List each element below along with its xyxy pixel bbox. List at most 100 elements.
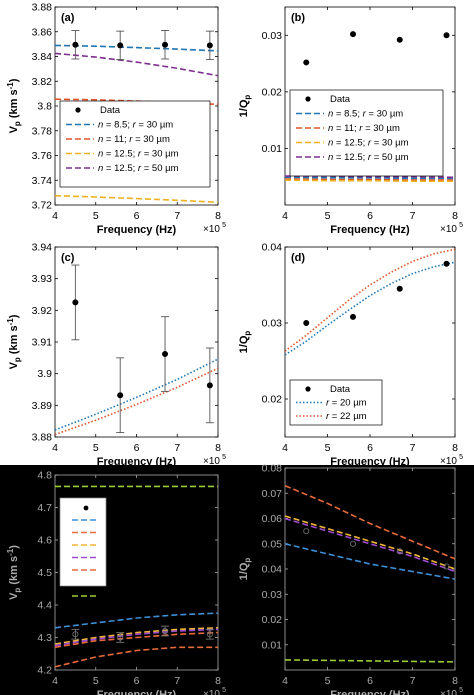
series-group bbox=[285, 248, 455, 356]
y-tick-label: 0.08 bbox=[262, 463, 283, 475]
legend-label: n = 8.5; r = 30 µm bbox=[328, 109, 403, 120]
y-tick-label: 4.2 bbox=[37, 665, 52, 677]
x-tick-label: 4 bbox=[282, 442, 288, 454]
data-point bbox=[443, 563, 450, 570]
data-point bbox=[117, 634, 124, 641]
data-point bbox=[303, 319, 310, 326]
x-tick-label: 6 bbox=[134, 442, 140, 454]
series-line bbox=[285, 517, 455, 573]
x-tick-label: 6 bbox=[367, 442, 373, 454]
data-point bbox=[162, 628, 169, 635]
legend-label: n = 8.5; r = 30 µm bbox=[98, 120, 173, 131]
data-point bbox=[303, 59, 310, 66]
x-axis-label: Frequency (Hz) bbox=[330, 456, 410, 468]
y-tick-label: 0.03 bbox=[262, 318, 283, 330]
x-tick-label: 5 bbox=[93, 210, 99, 222]
legend-box bbox=[59, 497, 107, 587]
x-exponent-power: 5 bbox=[222, 454, 226, 461]
x-tick-label: 5 bbox=[93, 442, 99, 454]
y-tick-label: 0.01 bbox=[262, 639, 283, 651]
legend-data-marker bbox=[305, 96, 311, 102]
legend-label: n = 11; r = 30 µm bbox=[98, 134, 170, 145]
legend-label-data: Data bbox=[330, 94, 351, 105]
x-exponent-power: 5 bbox=[459, 687, 463, 694]
x-tick-label: 7 bbox=[410, 675, 416, 687]
y-tick-label: 3.93 bbox=[32, 273, 53, 285]
y-tick-label: 3.74 bbox=[32, 175, 53, 187]
x-tick-label: 5 bbox=[325, 210, 331, 222]
legend-label-data: Data bbox=[100, 105, 121, 116]
y-axis-label: Vp (km s-1) bbox=[6, 78, 22, 133]
x-axis-label: Frequency (Hz) bbox=[97, 224, 177, 236]
data-point bbox=[206, 631, 213, 638]
series-line bbox=[285, 484, 455, 560]
x-exponent-power: 5 bbox=[222, 687, 226, 694]
series-line bbox=[55, 627, 218, 645]
y-axis-label: 1/Qp bbox=[238, 331, 252, 354]
data-point bbox=[396, 548, 403, 555]
data-point bbox=[349, 313, 356, 320]
series-group bbox=[285, 484, 455, 663]
y-tick-label: 0.06 bbox=[262, 513, 283, 525]
y-tick-label: 3.8 bbox=[37, 101, 52, 113]
legend: Data r = 20 µm r = 22 µm bbox=[289, 379, 383, 426]
y-tick-label: 3.72 bbox=[32, 200, 53, 212]
x-tick-label: 7 bbox=[174, 210, 180, 222]
y-tick-label: 0.02 bbox=[262, 614, 283, 626]
x-exponent-label: ×10 bbox=[440, 456, 457, 467]
y-tick-label: 4.6 bbox=[37, 535, 52, 547]
y-axis-label: Vp (km s-1) bbox=[6, 314, 22, 369]
legend-label: n = 12.5; r = 30 µm bbox=[98, 149, 179, 160]
x-tick-label: 6 bbox=[367, 675, 373, 687]
legend-data-marker bbox=[83, 505, 89, 511]
series-line bbox=[55, 194, 218, 204]
y-tick-label: 0.02 bbox=[262, 394, 283, 406]
x-tick-label: 4 bbox=[282, 675, 288, 687]
legend-label: r = 20 µm bbox=[326, 398, 367, 409]
panel-label: (c) bbox=[61, 252, 75, 264]
legend-data-marker bbox=[75, 107, 81, 113]
series-line bbox=[55, 631, 218, 649]
x-axis-label: Frequency (Hz) bbox=[97, 456, 177, 468]
legend: Data n = 8.5; r = 30 µm n = 11; r = 30 µm n… bbox=[59, 100, 211, 188]
x-tick-label: 6 bbox=[367, 210, 373, 222]
series-line bbox=[55, 52, 218, 77]
x-tick-label: 7 bbox=[174, 675, 180, 687]
y-tick-label: 3.89 bbox=[32, 400, 53, 412]
x-exponent-power: 5 bbox=[459, 222, 463, 229]
data-point bbox=[206, 42, 213, 49]
x-tick-label: 6 bbox=[134, 210, 140, 222]
x-tick-label: 4 bbox=[52, 210, 58, 222]
data-point bbox=[117, 392, 124, 399]
y-tick-label: 0.01 bbox=[262, 143, 283, 155]
y-tick-label: 3.94 bbox=[32, 242, 53, 254]
y-tick-label: 0.04 bbox=[262, 242, 283, 254]
x-axis-label: Frequency (Hz) bbox=[330, 689, 410, 695]
data-point bbox=[443, 260, 450, 267]
legend-label: n = 12.5; r = 50 µm bbox=[98, 163, 179, 174]
x-axis-label: Frequency (Hz) bbox=[97, 689, 177, 695]
series-line bbox=[55, 44, 218, 52]
data-point bbox=[72, 41, 79, 48]
y-tick-label: 4.7 bbox=[37, 502, 52, 514]
data-point bbox=[349, 31, 356, 38]
y-axis-label: Vp (km s-1) bbox=[6, 545, 22, 600]
x-exponent-label: ×10 bbox=[203, 456, 220, 467]
y-tick-label: 3.88 bbox=[32, 2, 53, 14]
x-tick-label: 4 bbox=[282, 210, 288, 222]
panel-e: 4 5 6 7 8 4.2 4.3 4.4 4.5 4.6 4.7 4.8 Frequency (Hz)… bbox=[6, 470, 226, 695]
legend: Data n = 8.5; r = 30 µm n = 11; r = 30 µm n… bbox=[289, 89, 444, 177]
y-tick-label: 0.03 bbox=[262, 589, 283, 601]
y-tick-label: 0.07 bbox=[262, 488, 283, 500]
legend-label: n = 11; r = 30 µm bbox=[328, 123, 400, 134]
plot-area bbox=[54, 246, 219, 438]
y-tick-label: 3.88 bbox=[32, 432, 53, 444]
series-line bbox=[55, 367, 218, 436]
x-tick-label: 6 bbox=[134, 675, 140, 687]
series-line bbox=[285, 659, 455, 663]
series-line bbox=[285, 179, 455, 182]
x-tick-label: 8 bbox=[215, 675, 221, 687]
series-line bbox=[285, 543, 455, 580]
